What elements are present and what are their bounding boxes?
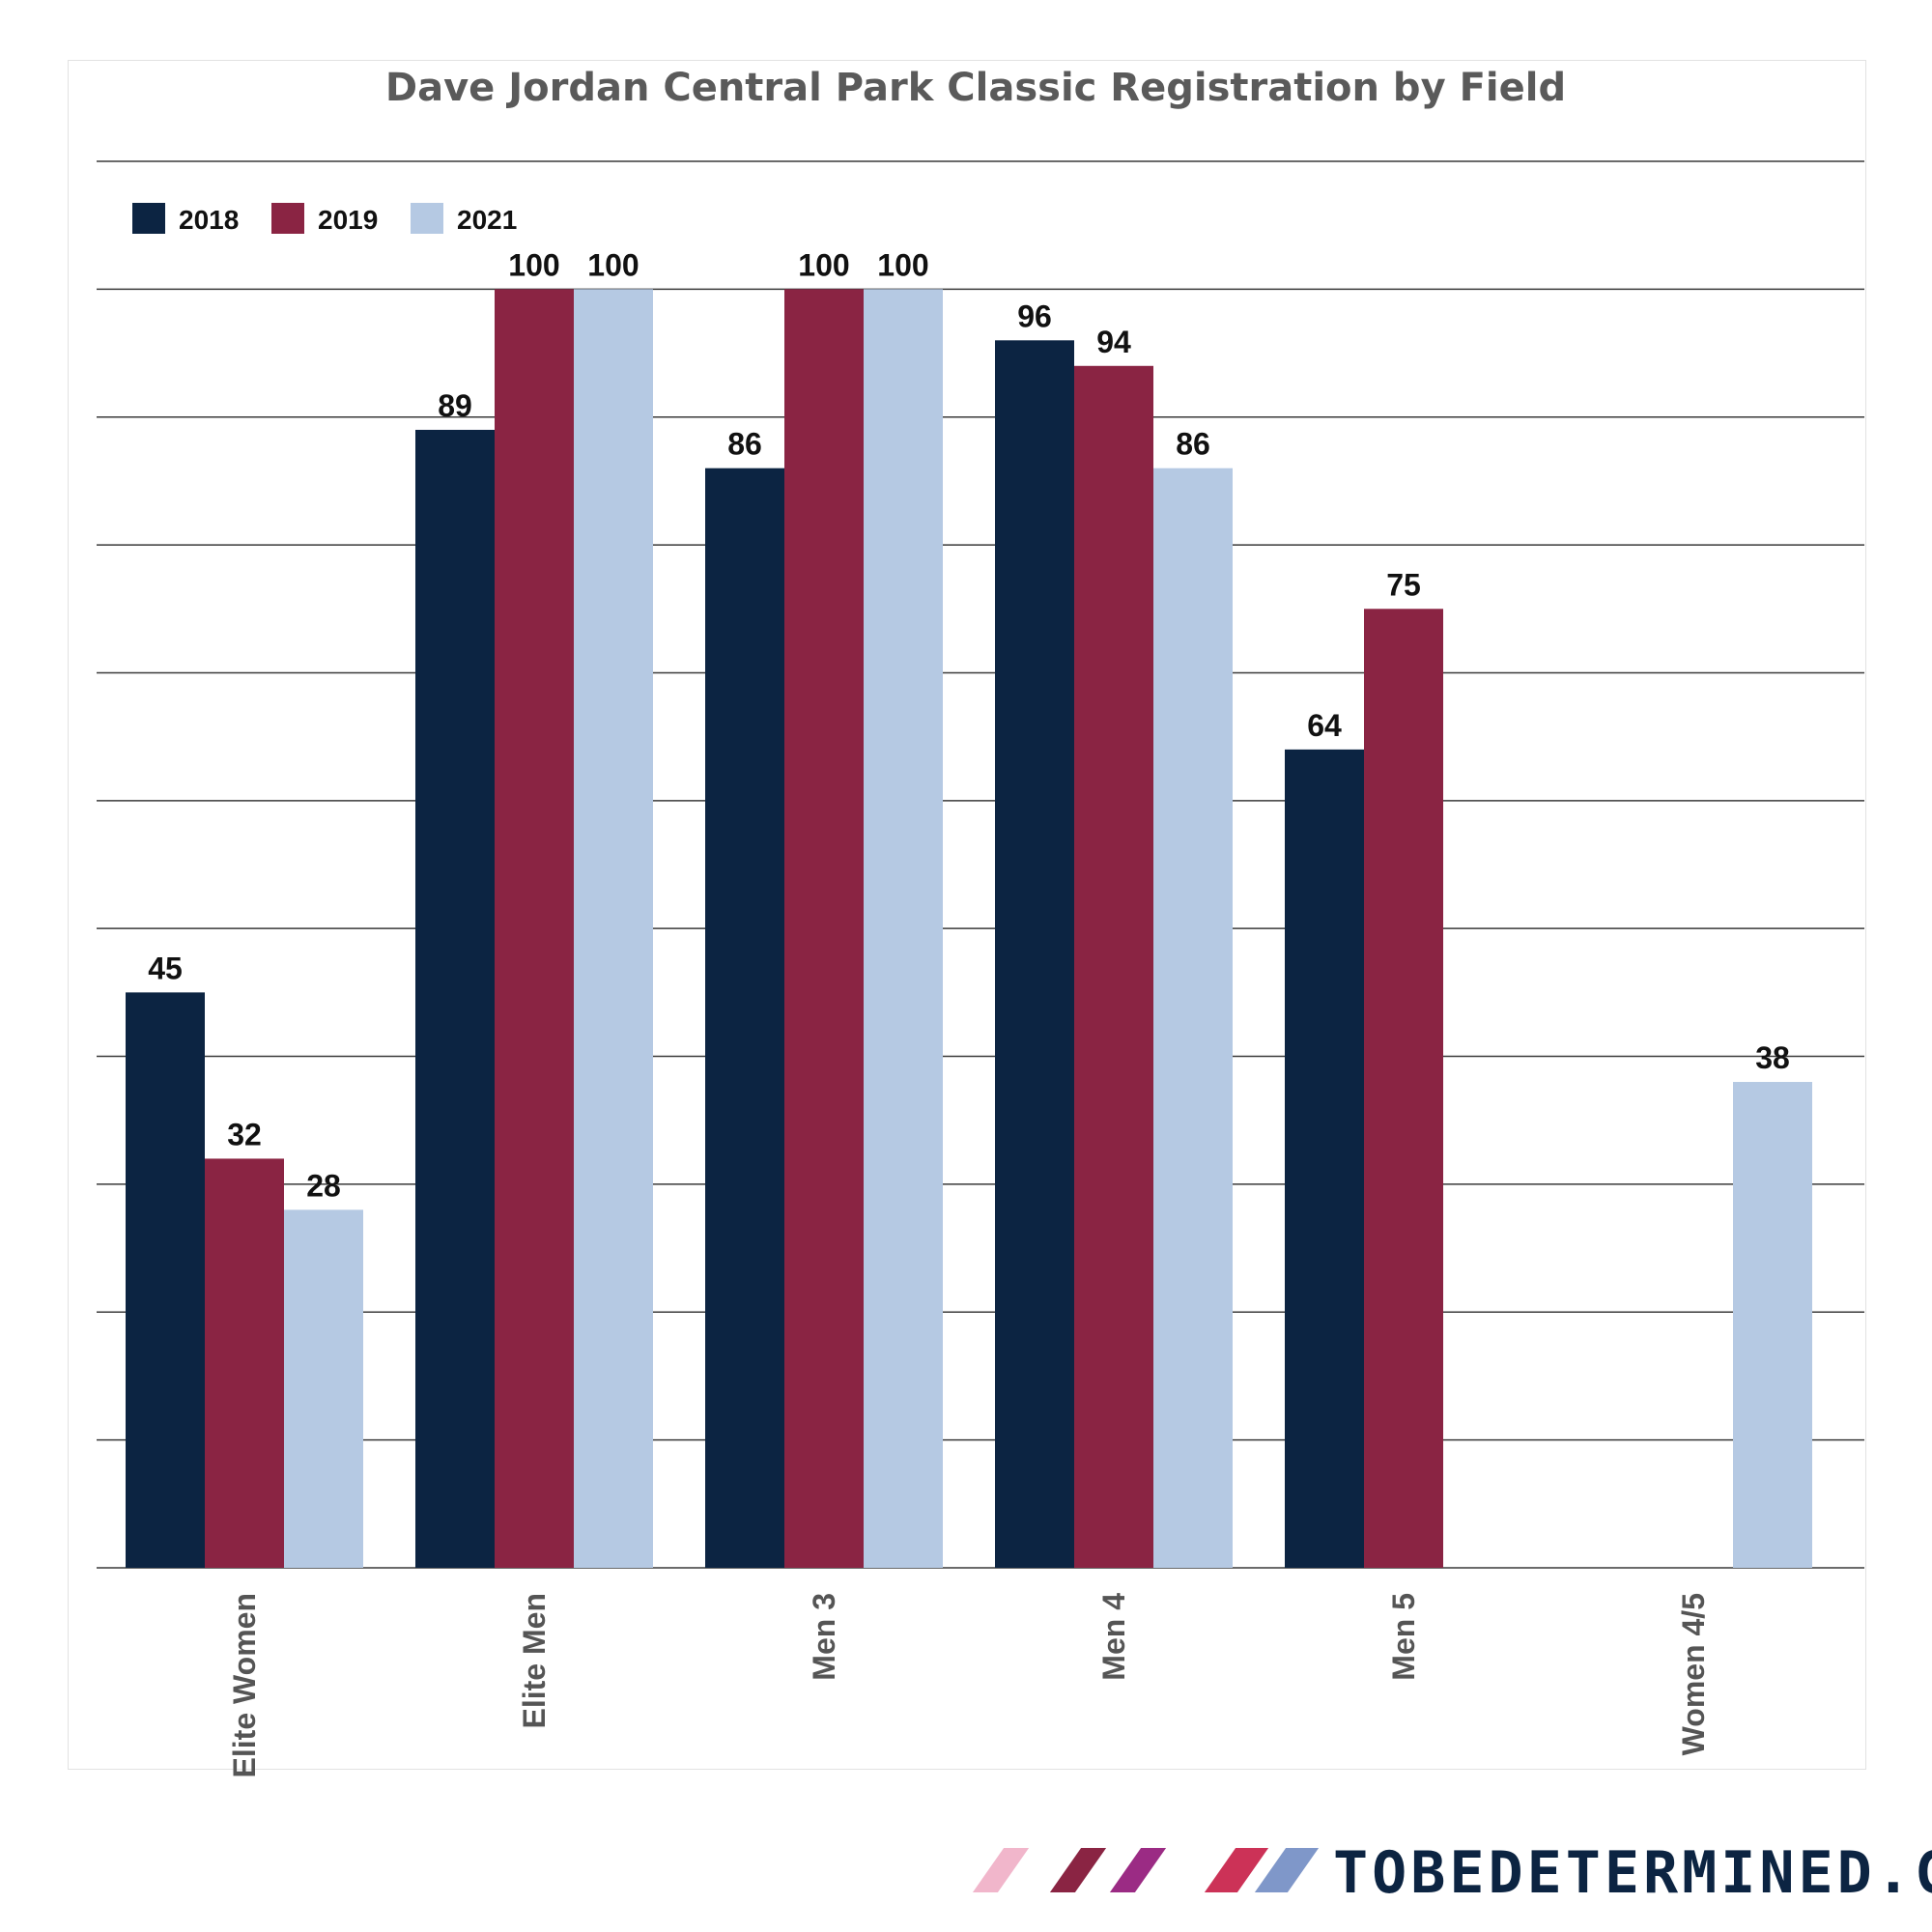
brand-slash xyxy=(1049,1848,1107,1892)
brand-slash xyxy=(972,1848,1030,1892)
bars xyxy=(126,289,1812,1568)
data-label: 89 xyxy=(438,388,472,423)
bar xyxy=(1153,468,1233,1568)
bar xyxy=(126,992,205,1568)
brand-text: TOBEDETERMINED.CC xyxy=(1333,1839,1932,1907)
data-label: 28 xyxy=(306,1168,341,1203)
bar xyxy=(1364,609,1443,1568)
bar xyxy=(995,340,1074,1568)
category-label: Elite Men xyxy=(517,1593,552,1728)
category-label: Men 4 xyxy=(1096,1593,1131,1681)
legend-label: 2019 xyxy=(318,205,378,235)
category-label: Men 5 xyxy=(1386,1593,1421,1681)
data-label: 100 xyxy=(587,247,639,282)
data-label: 86 xyxy=(1176,427,1210,462)
bar xyxy=(284,1209,363,1568)
gridlines xyxy=(97,160,1864,1569)
brand-slash xyxy=(1109,1848,1167,1892)
data-label: 38 xyxy=(1755,1040,1790,1075)
category-label: Elite Women xyxy=(227,1593,262,1777)
legend-swatch xyxy=(132,203,165,234)
data-label: 100 xyxy=(508,247,559,282)
data-label: 94 xyxy=(1096,325,1131,359)
chart-title: Dave Jordan Central Park Classic Registr… xyxy=(385,66,1566,110)
bar xyxy=(495,289,574,1568)
bar xyxy=(205,1158,284,1568)
category-labels: Elite Women Elite Men Men 3 Men 4 Men 5 Women… xyxy=(227,1593,1711,1778)
legend: 2018 2019 2021 xyxy=(132,203,517,235)
data-label: 100 xyxy=(877,247,928,282)
bar xyxy=(574,289,653,1568)
data-label: 64 xyxy=(1307,708,1342,743)
data-label: 45 xyxy=(148,951,183,985)
data-label: 96 xyxy=(1017,298,1052,333)
legend-swatch xyxy=(411,203,443,234)
bar xyxy=(1285,749,1364,1568)
category-label: Women 4/5 xyxy=(1676,1593,1711,1755)
data-label: 32 xyxy=(227,1117,262,1151)
value-labels: 45 32 28 89 100 100 86 100 100 96 94 86 64 75 38 xyxy=(148,247,1790,1203)
bar xyxy=(415,429,495,1568)
brand-logo: TOBEDETERMINED.CC xyxy=(961,1840,1932,1908)
bar xyxy=(784,289,864,1568)
data-label: 86 xyxy=(727,427,762,462)
category-label: Men 3 xyxy=(807,1593,841,1681)
data-label: 75 xyxy=(1386,567,1421,602)
legend-label: 2021 xyxy=(457,205,517,235)
brand-slash xyxy=(1254,1848,1320,1892)
data-label: 100 xyxy=(798,247,849,282)
bar xyxy=(864,289,943,1568)
bar xyxy=(705,468,784,1568)
bar xyxy=(1074,365,1153,1568)
chart-frame xyxy=(68,60,1866,1770)
legend-swatch xyxy=(271,203,304,234)
legend-label: 2018 xyxy=(179,205,239,235)
bar xyxy=(1733,1082,1812,1568)
